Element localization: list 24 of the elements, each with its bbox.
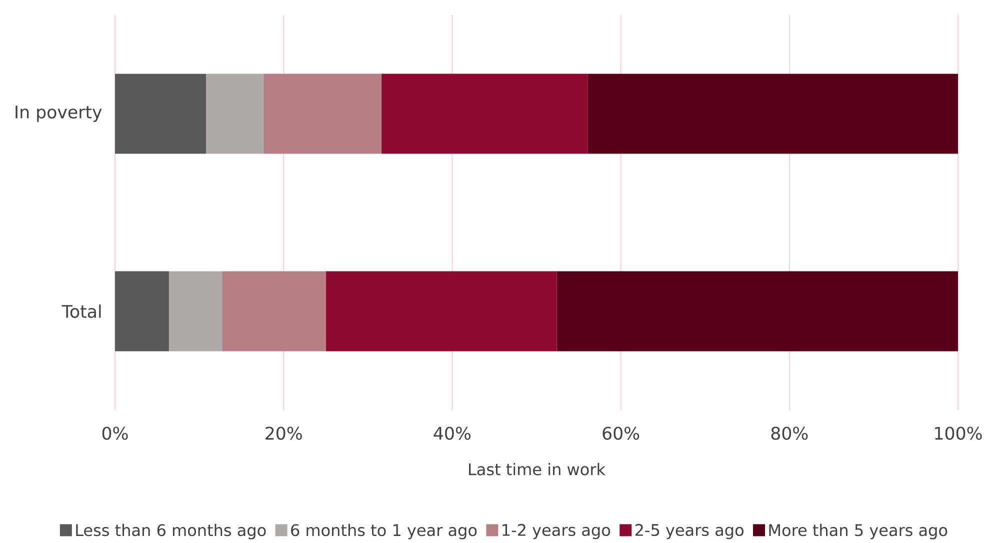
- legend-label: More than 5 years ago: [769, 524, 948, 540]
- x-axis-title: Last time in work: [469, 462, 606, 476]
- x-tick-label: 80%: [771, 426, 808, 440]
- x-tick-label: 20%: [266, 426, 302, 440]
- legend-label: 6 months to 1 year ago: [291, 524, 477, 540]
- bar: [168, 271, 222, 352]
- bar: [588, 74, 958, 154]
- x-tick-label: 100%: [935, 426, 982, 440]
- y-tick-label: Total: [62, 304, 101, 318]
- legend-label: 2-5 years ago: [635, 524, 744, 540]
- bar: [222, 271, 326, 352]
- legend-label: 1-2 years ago: [502, 524, 610, 540]
- bar: [115, 74, 206, 154]
- y-tick-label: In poverty: [16, 106, 102, 122]
- x-tick-label: 60%: [602, 426, 640, 440]
- bar: [556, 271, 958, 352]
- x-tick-label: 0%: [102, 426, 128, 440]
- legend-label: Less than 6 months ago: [76, 524, 266, 540]
- x-tick-label: 40%: [434, 426, 471, 440]
- bar: [115, 271, 169, 352]
- bar: [263, 74, 382, 154]
- bar: [206, 74, 264, 154]
- bar: [381, 74, 588, 154]
- bar: [326, 271, 557, 352]
